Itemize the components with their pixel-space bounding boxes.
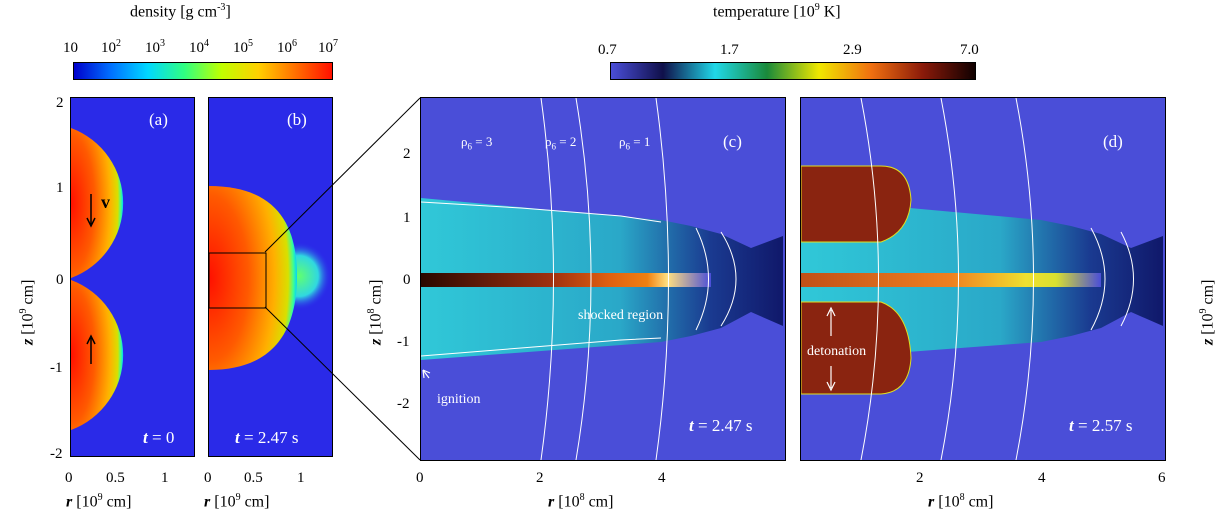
b-xtick-0: 0 xyxy=(204,470,212,486)
star-lower xyxy=(71,280,124,430)
panel-c-time: t = 2.47 s xyxy=(689,416,753,435)
c-ytick-m1: -1 xyxy=(397,334,410,350)
merged-star xyxy=(209,186,297,370)
density-tick-2: 102 xyxy=(101,38,121,56)
density-colorbar-title: density [g cm-3] xyxy=(130,2,231,21)
a-xlabel: r [109 cm] xyxy=(66,492,132,511)
contour-d-3 xyxy=(1015,98,1034,460)
c-ytick-2: 2 xyxy=(403,146,411,162)
b-xlabel: r [109 cm] xyxy=(204,492,270,511)
c-ytick-0: 0 xyxy=(403,272,411,288)
contour-d-2 xyxy=(940,98,959,460)
detonation-jet xyxy=(421,273,711,287)
panel-d-time: t = 2.57 s xyxy=(1069,416,1133,435)
panel-b-plot xyxy=(209,186,331,370)
contour-d-1 xyxy=(860,98,879,460)
panel-c: ρ6 = 3 ρ6 = 2 ρ6 = 1 (c) shocked region … xyxy=(420,97,786,461)
a-xtick-0: 0 xyxy=(65,470,73,486)
density-tick-6: 106 xyxy=(277,38,297,56)
shock-front-bottom xyxy=(421,337,662,357)
contour-label-rho1: ρ6 = 1 xyxy=(619,134,651,152)
ignition-arrow xyxy=(422,369,430,379)
temp-tick-4: 7.0 xyxy=(960,42,979,58)
zoom-line-bottom xyxy=(264,306,421,461)
panel-b-time: t = 2.47 s xyxy=(235,428,299,447)
a-ytick-1: 1 xyxy=(56,180,64,196)
density-tick-4: 104 xyxy=(189,38,209,56)
detonation-arrowhead-down xyxy=(826,381,836,392)
contour-label-rho2: ρ6 = 2 xyxy=(545,134,577,152)
panel-d-plot xyxy=(801,98,1163,460)
temp-tick-3: 2.9 xyxy=(843,42,862,58)
annot-shocked-region: shocked region xyxy=(578,308,664,323)
ignition-arrowhead xyxy=(422,369,431,379)
a-xtick-05: 0.5 xyxy=(106,470,125,486)
density-tick-3: 103 xyxy=(145,38,165,56)
d-xtick-6: 6 xyxy=(1158,470,1166,486)
temp-tick-1: 0.7 xyxy=(598,42,617,58)
contour-rho2 xyxy=(575,98,592,460)
contour-inner-1 xyxy=(695,227,709,331)
c-xlabel: r [108 cm] xyxy=(548,492,614,511)
panel-d: (d) detonation t = 2.57 s xyxy=(800,97,1166,461)
c-ylabel: z [108 cm] xyxy=(366,279,385,345)
a-ytick-m2: -2 xyxy=(50,446,63,462)
annot-detonation: detonation xyxy=(807,344,867,359)
temp-tick-2: 1.7 xyxy=(720,42,739,58)
c-xtick-0: 0 xyxy=(416,470,424,486)
temperature-colorbar-title: temperature [109 K] xyxy=(713,2,841,21)
density-colorbar-ticks: 10 102 103 104 105 106 107 xyxy=(63,32,338,56)
c-xtick-2: 2 xyxy=(536,470,544,486)
velocity-arrowhead-up xyxy=(86,334,96,345)
d-xtick-2: 2 xyxy=(916,470,924,486)
contour-d-inner-1 xyxy=(1090,227,1106,331)
contour-label-rho3: ρ6 = 3 xyxy=(461,134,493,152)
panel-b-letter: (b) xyxy=(287,110,307,129)
detonation-upper xyxy=(801,165,912,243)
density-colorbar xyxy=(73,62,333,80)
annot-ignition: ignition xyxy=(437,392,481,407)
detonation-arrowhead-up xyxy=(826,306,836,317)
detonation-lower xyxy=(801,301,912,395)
c-ytick-1: 1 xyxy=(403,210,411,226)
panel-c-letter: (c) xyxy=(723,132,742,151)
shock-front-top xyxy=(421,201,662,223)
a-xtick-1: 1 xyxy=(161,470,169,486)
d-ylabel: z [109 cm] xyxy=(1198,279,1217,345)
zoom-line-top xyxy=(264,97,421,253)
velocity-arrowhead-down xyxy=(86,217,96,228)
temperature-colorbar xyxy=(610,62,976,80)
zoom-box xyxy=(209,252,267,309)
density-tick-5: 105 xyxy=(233,38,253,56)
d-xtick-4: 4 xyxy=(1038,470,1046,486)
a-ytick-0: 0 xyxy=(56,272,64,288)
zoom-lines xyxy=(264,97,421,461)
contour-rho3 xyxy=(540,98,554,460)
c-xtick-4: 4 xyxy=(658,470,666,486)
panel-a-letter: (a) xyxy=(149,110,168,129)
panel-a-time: t = 0 xyxy=(143,428,175,447)
a-ylabel: z [109 cm] xyxy=(18,279,37,345)
density-tick-1: 10 xyxy=(63,40,78,56)
contour-inner-2 xyxy=(720,231,737,327)
panel-c-plot xyxy=(421,98,783,460)
star-upper xyxy=(71,128,124,278)
contour-rho1 xyxy=(655,98,669,460)
b-xtick-1: 1 xyxy=(297,470,305,486)
panel-d-letter: (d) xyxy=(1103,132,1123,151)
d-xlabel: r [108 cm] xyxy=(928,492,994,511)
a-ytick-2: 2 xyxy=(56,95,64,111)
jet-d xyxy=(801,273,1101,287)
c-ytick-m2: -2 xyxy=(397,396,410,412)
panel-a-plot xyxy=(71,128,124,430)
a-ytick-m1: -1 xyxy=(50,360,63,376)
velocity-label: v xyxy=(101,192,110,212)
b-xtick-05: 0.5 xyxy=(244,470,263,486)
panel-b: (b) t = 2.47 s xyxy=(208,97,333,457)
panel-a: (a) v t = 0 xyxy=(70,97,195,457)
contour-d-inner-2 xyxy=(1120,231,1134,327)
density-tick-7: 107 xyxy=(318,38,338,56)
